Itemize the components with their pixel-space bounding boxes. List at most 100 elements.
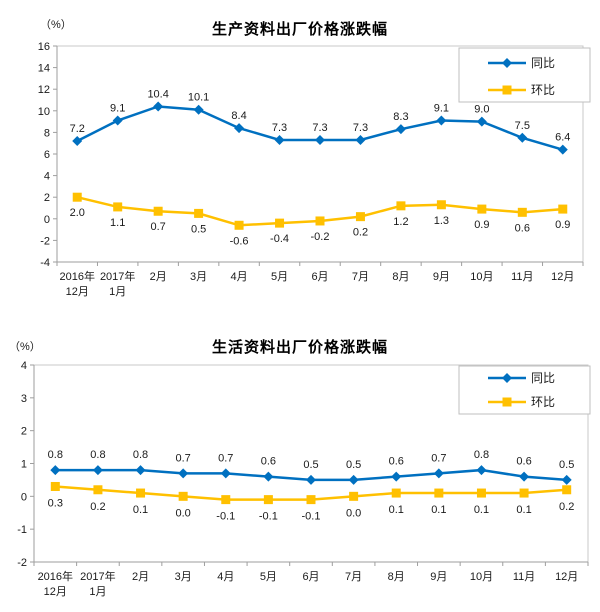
y-tick-label: 0 [21,491,27,503]
data-point-mom [476,488,486,498]
data-point-yoy [476,465,487,476]
data-point-yoy [436,115,447,126]
y-tick-label: 3 [21,393,27,405]
legend-marker-mom [502,397,512,407]
data-point-yoy [263,471,274,482]
data-label-yoy: 10.1 [188,92,209,104]
x-category-label: 9月 [430,571,447,583]
data-point-yoy [476,116,487,127]
data-label-mom: 0.9 [555,219,570,231]
data-point-mom [434,488,444,498]
x-category-label: 10月 [470,271,493,283]
data-label-yoy: 9.1 [434,103,449,115]
legend-label: 同比 [531,56,555,70]
data-label-mom: 1.1 [110,217,125,229]
data-point-mom [234,220,244,230]
legend-label: 同比 [531,371,555,385]
data-point-mom [306,495,316,505]
x-category-label: 8月 [388,571,405,583]
y-tick-label: 1 [21,459,27,471]
data-point-mom [477,204,487,214]
x-category-label: 7月 [345,571,362,583]
data-point-mom [178,491,188,501]
data-label-yoy: 0.7 [431,452,446,464]
x-category-label: 12月 [66,286,89,298]
unit-label: （%） [40,19,72,31]
data-label-yoy: 6.4 [555,132,570,144]
chart-canvas: 4 3 2 1 0 -1 -2 2016年 12月 2017年 1月 2月 3月 4月 5月 6月 7月 8月 9月… [17,360,591,598]
data-label-mom: 0.3 [48,497,63,509]
data-point-yoy [193,104,204,115]
y-tick-label: 16 [38,41,50,53]
data-point-mom [355,212,365,222]
data-label-yoy: 7.5 [515,120,530,132]
x-category-label: 7月 [352,271,369,283]
data-label-yoy: 0.8 [474,449,489,461]
data-label-mom: -0.1 [216,511,235,523]
data-point-yoy [433,468,444,479]
legend-marker-yoy [502,58,512,68]
x-category-label: 12月 [44,586,67,598]
x-category-label: 2017年 [80,569,115,583]
data-label-mom: 1.3 [434,215,449,227]
data-point-yoy [519,471,530,482]
x-category-label: 2月 [150,271,167,283]
x-category-label: 2016年 [38,569,73,583]
data-point-mom [558,204,568,214]
legend-label: 环比 [531,395,555,409]
data-label-mom: 0.1 [389,504,404,516]
data-point-yoy [557,144,568,155]
legend-box [458,47,591,103]
data-label-mom: 0.1 [431,504,446,516]
data-point-mom [221,495,231,505]
data-label-mom: 0.9 [474,219,489,231]
data-point-mom [50,481,60,491]
data-label-mom: 0.0 [346,507,361,519]
x-category-label: 4月 [231,271,248,283]
data-label-yoy: 0.8 [48,449,63,461]
data-label-yoy: 0.8 [133,449,148,461]
data-point-yoy [561,474,572,485]
unit-label: （%） [9,341,41,353]
data-label-yoy: 10.4 [147,88,168,100]
data-point-mom [562,485,572,495]
data-label-yoy: 0.5 [346,459,361,471]
data-label-yoy: 9.1 [110,103,125,115]
x-category-label: 6月 [311,271,328,283]
data-label-yoy: 0.6 [516,456,531,468]
legend-box [458,365,591,415]
legend-label: 环比 [531,83,555,97]
data-point-mom [194,208,204,218]
y-tick-label: -4 [40,257,50,269]
data-point-mom [396,201,406,211]
x-category-label: 6月 [302,571,319,583]
data-point-mom [275,218,285,228]
data-label-yoy: 7.3 [312,122,327,134]
y-tick-label: -1 [17,524,27,536]
y-tick-label: 6 [44,149,50,161]
data-point-mom [391,488,401,498]
data-label-mom: -0.4 [270,233,289,245]
y-tick-label: 2 [21,426,27,438]
x-category-label: 12月 [551,271,574,283]
data-point-mom [72,192,82,202]
data-point-mom [136,488,146,498]
data-label-yoy: 8.4 [231,110,246,122]
data-label-yoy: 0.6 [261,456,276,468]
data-point-mom [263,495,273,505]
x-category-label: 11月 [513,571,535,583]
y-tick-label: 12 [38,84,50,96]
data-point-mom [436,200,446,210]
data-label-mom: 0.6 [515,222,530,234]
data-point-yoy [153,101,164,112]
data-point-mom [153,206,163,216]
x-category-label: 1月 [109,286,126,298]
data-point-mom [517,207,527,217]
y-tick-label: 0 [44,214,50,226]
x-category-label: 2017年 [100,269,135,283]
x-category-label: 9月 [433,271,450,283]
x-category-label: 10月 [470,571,493,583]
data-label-mom: 2.0 [70,207,85,219]
x-category-label: 4月 [217,571,234,583]
